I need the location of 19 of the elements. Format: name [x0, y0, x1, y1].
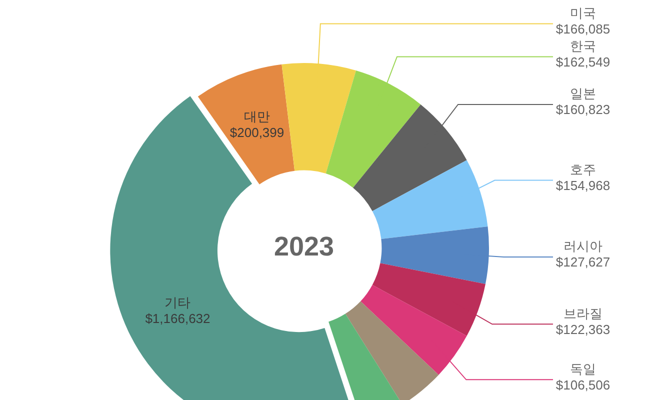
- slice-label: 미국: [570, 5, 596, 20]
- slice-label: 기타: [164, 295, 191, 310]
- slice-label: 호주: [570, 162, 596, 177]
- text: 2023: [274, 231, 334, 262]
- data-label: $1,166,632: [145, 311, 210, 326]
- data-label: $162,549: [556, 54, 610, 70]
- data-label: $200,399: [230, 124, 284, 140]
- data-label: $160,823: [556, 102, 610, 118]
- slice-label: 독일: [570, 361, 596, 376]
- slice-label: 대만: [244, 108, 270, 124]
- slice-label: 한국: [570, 38, 596, 54]
- data-label: $127,627: [556, 254, 610, 270]
- slice-label: 일본: [570, 86, 596, 102]
- data-label: $154,968: [556, 178, 610, 193]
- data-label: $122,363: [556, 322, 610, 337]
- data-label: $166,085: [556, 21, 610, 36]
- slice-label: 브라질: [564, 306, 602, 321]
- data-label: $106,506: [556, 377, 610, 392]
- slice-label: 러시아: [564, 238, 602, 254]
